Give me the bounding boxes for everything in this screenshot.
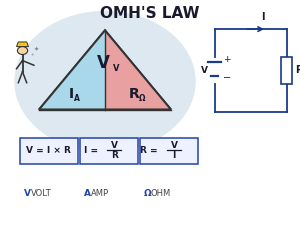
Text: ✦: ✦ bbox=[33, 46, 39, 51]
Text: −: − bbox=[223, 73, 231, 83]
Polygon shape bbox=[39, 30, 171, 110]
FancyBboxPatch shape bbox=[80, 138, 138, 164]
FancyBboxPatch shape bbox=[281, 57, 292, 84]
Text: Ω: Ω bbox=[138, 94, 145, 103]
Text: V: V bbox=[97, 54, 110, 72]
Text: I: I bbox=[69, 87, 74, 101]
Text: A: A bbox=[74, 94, 80, 103]
Text: I =: I = bbox=[84, 146, 101, 155]
Text: V: V bbox=[24, 189, 31, 198]
Text: VOLT: VOLT bbox=[31, 189, 51, 198]
Text: R: R bbox=[111, 151, 118, 161]
Polygon shape bbox=[16, 42, 28, 47]
Text: V: V bbox=[113, 64, 120, 73]
Text: R =: R = bbox=[140, 146, 161, 155]
FancyBboxPatch shape bbox=[20, 138, 78, 164]
FancyBboxPatch shape bbox=[140, 138, 198, 164]
Text: R: R bbox=[129, 87, 140, 101]
Text: AMP: AMP bbox=[91, 189, 109, 198]
Text: A: A bbox=[84, 189, 91, 198]
Text: V = I × R: V = I × R bbox=[26, 146, 71, 155]
Text: V: V bbox=[111, 141, 118, 150]
Circle shape bbox=[17, 47, 28, 55]
Text: Ω: Ω bbox=[144, 189, 152, 198]
Text: OMH'S LAW: OMH'S LAW bbox=[100, 6, 200, 21]
Text: R: R bbox=[295, 65, 300, 75]
Text: V: V bbox=[171, 141, 178, 150]
Polygon shape bbox=[105, 30, 171, 110]
Circle shape bbox=[15, 12, 195, 151]
Polygon shape bbox=[39, 30, 105, 110]
Text: I: I bbox=[261, 13, 264, 22]
Text: V: V bbox=[201, 66, 208, 75]
Text: ✦: ✦ bbox=[31, 53, 34, 57]
Text: OHM: OHM bbox=[151, 189, 171, 198]
Text: I: I bbox=[172, 151, 176, 161]
Text: +: + bbox=[223, 55, 230, 64]
